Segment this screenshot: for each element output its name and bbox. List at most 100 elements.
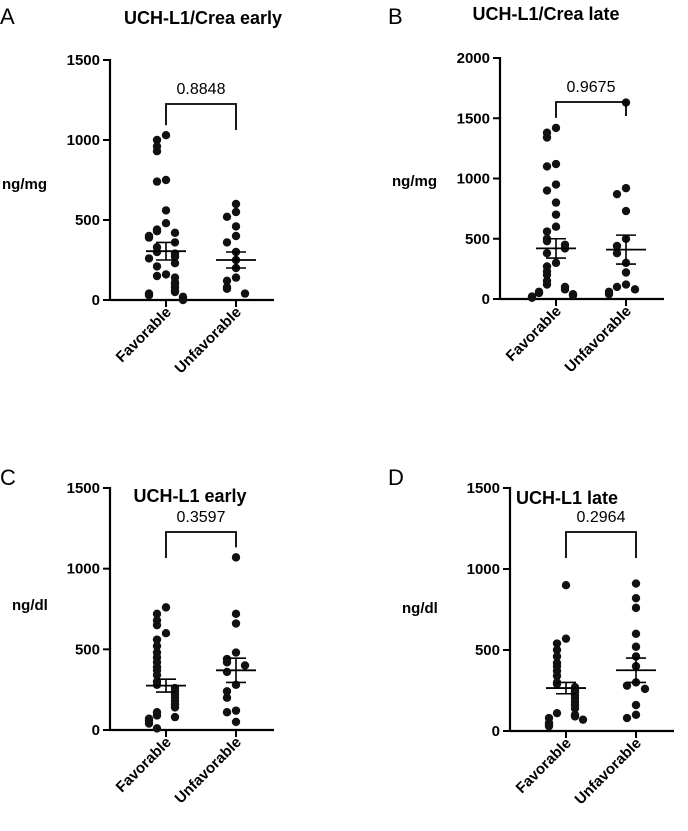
- p-value-label: 0.9675: [567, 79, 616, 96]
- data-point: [622, 713, 632, 723]
- data-point: [527, 293, 537, 302]
- data-point: [222, 687, 232, 696]
- data-point: [544, 721, 554, 731]
- data-point: [231, 553, 241, 562]
- data-point: [604, 289, 614, 299]
- data-point: [621, 206, 631, 216]
- x-tick-label: Unfavorable: [171, 304, 244, 377]
- data-point: [144, 254, 154, 263]
- data-point: [570, 712, 580, 721]
- data-point: [240, 289, 250, 298]
- data-point: [631, 642, 641, 651]
- data-point: [170, 228, 180, 237]
- data-point: [631, 710, 641, 719]
- data-point: [222, 708, 232, 717]
- data-point: [231, 231, 241, 241]
- data-point: [534, 288, 544, 298]
- data-point: [561, 581, 571, 590]
- p-value-label: 0.8848: [177, 81, 226, 98]
- data-point: [231, 207, 241, 217]
- data-point: [161, 131, 171, 140]
- significance-bracket: [165, 531, 237, 558]
- data-point: [152, 135, 162, 145]
- y-tick-label: 1000: [67, 561, 100, 578]
- data-point: [552, 679, 562, 689]
- data-point: [551, 258, 561, 268]
- significance-bracket: [555, 101, 627, 118]
- panel-a: A UCH-L1/Crea early ng/mg 0 500 1000 1500 Favor…: [0, 4, 282, 377]
- data-point: [631, 700, 641, 710]
- data-point: [622, 681, 632, 690]
- data-point: [152, 620, 162, 630]
- data-point: [222, 667, 232, 677]
- data-point: [631, 629, 641, 638]
- data-point: [170, 259, 180, 268]
- data-point: [640, 684, 650, 694]
- data-point: [570, 704, 580, 713]
- data-point: [161, 219, 171, 228]
- data-point: [621, 268, 631, 277]
- y-axis-label: ng/mg: [2, 176, 47, 193]
- data-point: [231, 619, 241, 628]
- data-point: [144, 233, 154, 242]
- data-point: [152, 641, 162, 651]
- data-point: [222, 284, 232, 293]
- data-point: [568, 291, 578, 300]
- data-point: [170, 252, 180, 261]
- data-point: [631, 593, 641, 603]
- data-point: [161, 270, 171, 279]
- y-tick-label: 0: [92, 722, 100, 739]
- data-point: [552, 708, 562, 718]
- y-tick-label: 500: [475, 642, 500, 659]
- data-point: [161, 603, 171, 612]
- data-point: [621, 280, 631, 289]
- panel-letter: A: [0, 4, 15, 29]
- y-tick-label: 500: [75, 641, 100, 658]
- data-point: [561, 634, 571, 643]
- panel-d: D UCH-L1 late ng/dl 0 500 1000 1500 FavorableUn…: [388, 465, 674, 808]
- data-point: [231, 706, 241, 715]
- panel-letter: D: [388, 465, 404, 490]
- data-point: [152, 609, 162, 619]
- data-point: [152, 711, 162, 720]
- panel-title: UCH-L1 late: [516, 488, 618, 508]
- data-point: [551, 180, 561, 189]
- data-point: [161, 206, 171, 215]
- data-point: [152, 177, 162, 186]
- data-point: [542, 270, 552, 280]
- data-point: [551, 198, 561, 207]
- data-point: [152, 635, 162, 644]
- y-tick-label: 1500: [467, 480, 500, 497]
- data-point: [161, 629, 171, 638]
- data-point: [231, 717, 241, 727]
- y-tick-label: 1000: [67, 132, 100, 149]
- data-point: [552, 639, 562, 648]
- data-point: [144, 291, 154, 300]
- y-axis-label: ng/dl: [402, 600, 438, 617]
- y-tick-label: 1000: [467, 561, 500, 578]
- data-point: [552, 652, 562, 661]
- data-point: [231, 609, 241, 619]
- x-tick-label: Favorable: [113, 734, 175, 796]
- p-value-label: 0.3597: [177, 509, 226, 526]
- data-point: [231, 199, 241, 209]
- data-point: [152, 147, 162, 156]
- x-tick-label: Favorable: [113, 304, 175, 366]
- panel-title: UCH-L1 early: [133, 486, 246, 506]
- y-tick-label: 1500: [457, 110, 490, 127]
- y-tick-label: 500: [465, 231, 490, 248]
- y-tick-label: 500: [75, 212, 100, 229]
- data-point: [551, 222, 561, 231]
- data-point: [222, 693, 232, 702]
- x-tick-label: Favorable: [503, 303, 565, 365]
- data-point: [542, 133, 552, 142]
- data-point: [612, 249, 622, 258]
- x-tick-label: Unfavorable: [561, 303, 634, 376]
- data-point: [178, 295, 188, 305]
- data-point: [231, 273, 241, 282]
- y-axis-label: ng/mg: [392, 173, 437, 190]
- data-point: [152, 227, 162, 236]
- data-point: [612, 241, 622, 251]
- data-point: [542, 162, 552, 171]
